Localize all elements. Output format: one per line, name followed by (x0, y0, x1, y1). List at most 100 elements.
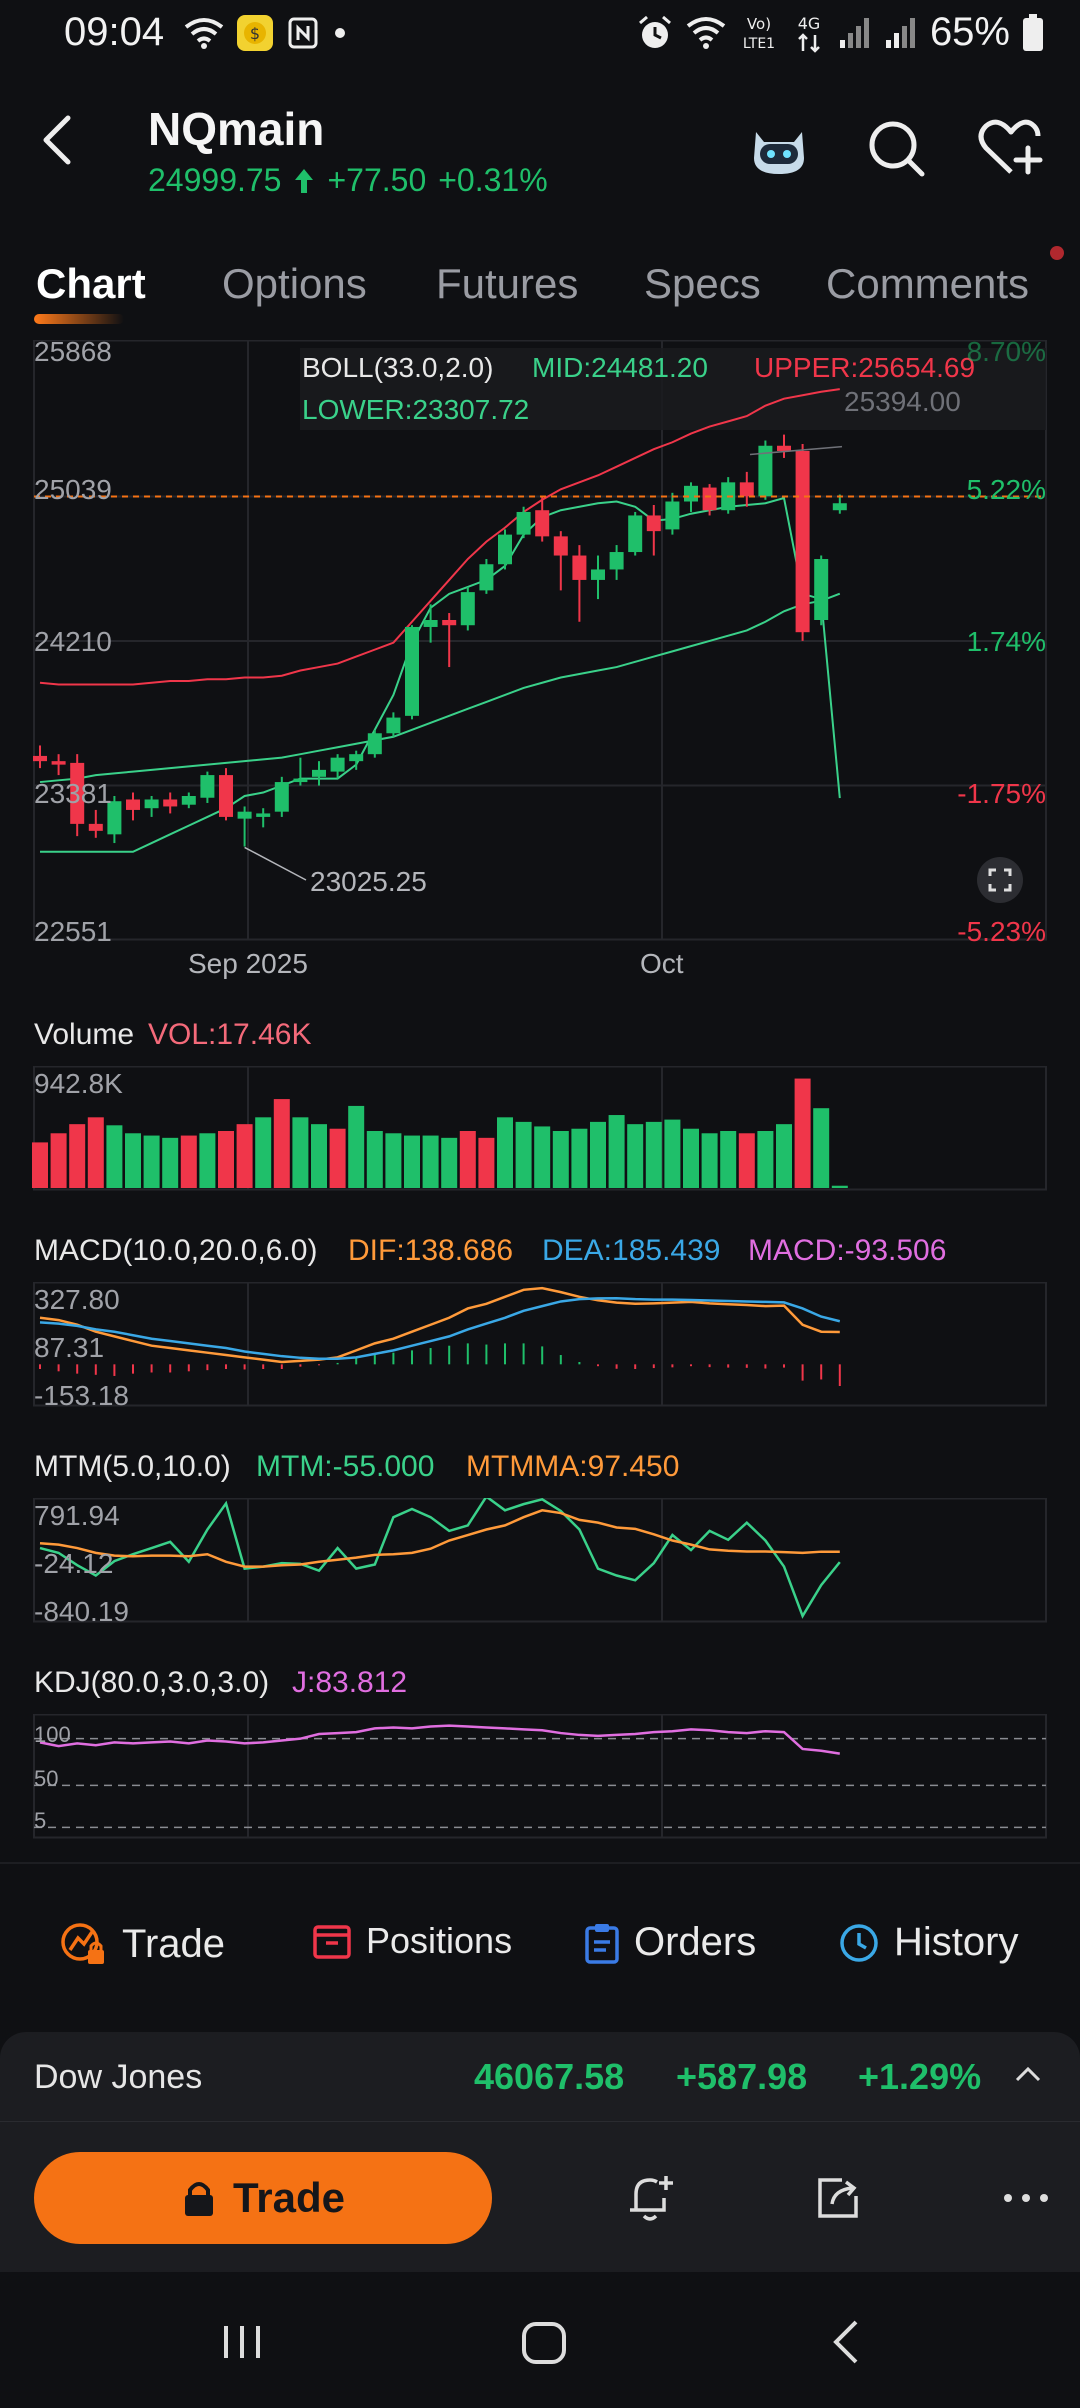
candle-body (591, 569, 605, 580)
volume-bar (348, 1105, 365, 1188)
volume-bar (292, 1117, 309, 1188)
candle-body (628, 515, 643, 553)
tab-specs[interactable]: Specs (644, 260, 761, 307)
boll-upper-line (39, 388, 840, 686)
macd-chart (33, 1282, 1047, 1407)
volume-bar (813, 1108, 830, 1188)
mtm-y-tick: -840.19 (34, 1596, 129, 1627)
volume-bar (50, 1133, 67, 1188)
trade-button[interactable]: Trade (34, 2152, 492, 2244)
candle-body (293, 778, 308, 783)
battery-icon (1023, 13, 1043, 51)
tab-bar: Chart Options Futures Specs Comments (0, 250, 1080, 330)
alarm-icon (638, 15, 671, 48)
candle-body (237, 811, 252, 819)
mtm-value-label: MTM:-55.000 (256, 1450, 435, 1483)
candle-body (51, 761, 66, 765)
candle-body (572, 555, 587, 580)
more-options-icon[interactable] (998, 2170, 1054, 2226)
chevron-up-icon[interactable] (1014, 2064, 1042, 2084)
tab-comments[interactable]: Comments (826, 260, 1030, 307)
macd-y-tick: -153.18 (34, 1380, 129, 1411)
share-icon[interactable] (810, 2170, 866, 2226)
active-tab-indicator (34, 314, 124, 324)
volume-bar (720, 1131, 737, 1188)
status-bar: 09:04 $ Vo) (0, 0, 1080, 72)
header: NQmain 24999.75 +77.50 +0.31% (0, 90, 1080, 210)
fullscreen-expand-icon[interactable] (976, 856, 1024, 904)
add-watchlist-heart-icon[interactable] (976, 114, 1046, 184)
mtm-title: MTM(5.0,10.0) (34, 1450, 231, 1483)
volume-bar (32, 1142, 48, 1188)
candle-body (70, 762, 85, 824)
indicator-legend-bg (300, 348, 1046, 430)
volume-bar (143, 1135, 160, 1188)
volume-chart (32, 1066, 1047, 1191)
recent-apps-icon[interactable] (212, 2312, 272, 2372)
x-tick-label: Sep 2025 (188, 948, 308, 979)
candle-body (553, 536, 568, 556)
home-icon[interactable] (514, 2312, 574, 2372)
volume-bar (218, 1131, 234, 1188)
candle-body (274, 782, 289, 812)
low-marker-leader (244, 846, 307, 881)
search-icon[interactable] (862, 114, 932, 184)
system-navigation-bar (0, 2272, 1080, 2408)
candle-body (702, 487, 717, 511)
candle-body (814, 559, 829, 621)
history-action[interactable]: History (838, 1920, 1018, 1965)
y-tick-label: 24210 (34, 626, 112, 657)
macd-dif-line (39, 1286, 840, 1364)
history-action-label: History (894, 1920, 1019, 1964)
app-notification-icon: $ (237, 15, 273, 51)
boll-mid-line (39, 592, 841, 784)
index-ticker-row[interactable]: Dow Jones 46067.58 +587.98 +1.29% (0, 2032, 1080, 2122)
mtm-chart (33, 1498, 1047, 1623)
candle-body (665, 501, 680, 530)
system-back-icon[interactable] (818, 2312, 878, 2372)
volume-bar (590, 1121, 606, 1188)
macd-y-tick: 327.80 (34, 1284, 120, 1315)
volume-bar (683, 1128, 699, 1188)
volume-bar (273, 1099, 290, 1188)
positions-action[interactable]: Positions (312, 1920, 512, 1962)
candle-body (739, 482, 754, 497)
volume-bar (776, 1124, 792, 1188)
boll-mid-label: MID:24481.20 (532, 352, 708, 383)
dot-icon (335, 28, 345, 38)
volume-bar (794, 1078, 811, 1188)
kdj-y-tick: 50 (34, 1766, 59, 1791)
mtmma-value-label: MTMMA:97.450 (466, 1450, 680, 1483)
tab-chart[interactable]: Chart (36, 260, 146, 307)
candlestick-chart[interactable] (0, 340, 1080, 980)
trade-action[interactable]: Trade (60, 1920, 225, 1968)
signal-icon-1 (839, 17, 869, 48)
ai-assistant-icon[interactable] (744, 114, 814, 184)
trade-button-label: Trade (232, 2174, 346, 2221)
mtm-y-tick: 791.94 (34, 1500, 120, 1531)
volume-bar (87, 1117, 104, 1188)
kdj-chart (33, 1714, 1047, 1839)
panel-frame (33, 1498, 1047, 1623)
volume-bar (831, 1185, 848, 1188)
volume-bar (515, 1121, 532, 1188)
volume-bar (441, 1137, 458, 1188)
price-alert-bell-icon[interactable] (622, 2170, 678, 2226)
macd-title: MACD(10.0,20.0,6.0) (34, 1234, 318, 1267)
candle-body (107, 801, 122, 835)
volte-top-text: Vo) (747, 15, 771, 33)
wifi-calling-icon (686, 16, 726, 49)
pct-tick-label: 8.70% (966, 336, 1046, 367)
tab-options[interactable]: Options (222, 260, 367, 307)
4g-icon: 4G (798, 14, 820, 53)
back-arrow-icon[interactable] (30, 110, 90, 170)
candle-body (126, 799, 140, 810)
orders-action[interactable]: Orders (584, 1920, 756, 1965)
mtmma-line (39, 1509, 840, 1568)
candle-body (609, 552, 624, 570)
pct-tick-label: -1.75% (957, 778, 1046, 809)
tab-futures[interactable]: Futures (436, 260, 579, 307)
volume-bar (459, 1131, 476, 1188)
signal-icon-2 (885, 17, 915, 48)
volume-title: Volume (34, 1018, 135, 1051)
